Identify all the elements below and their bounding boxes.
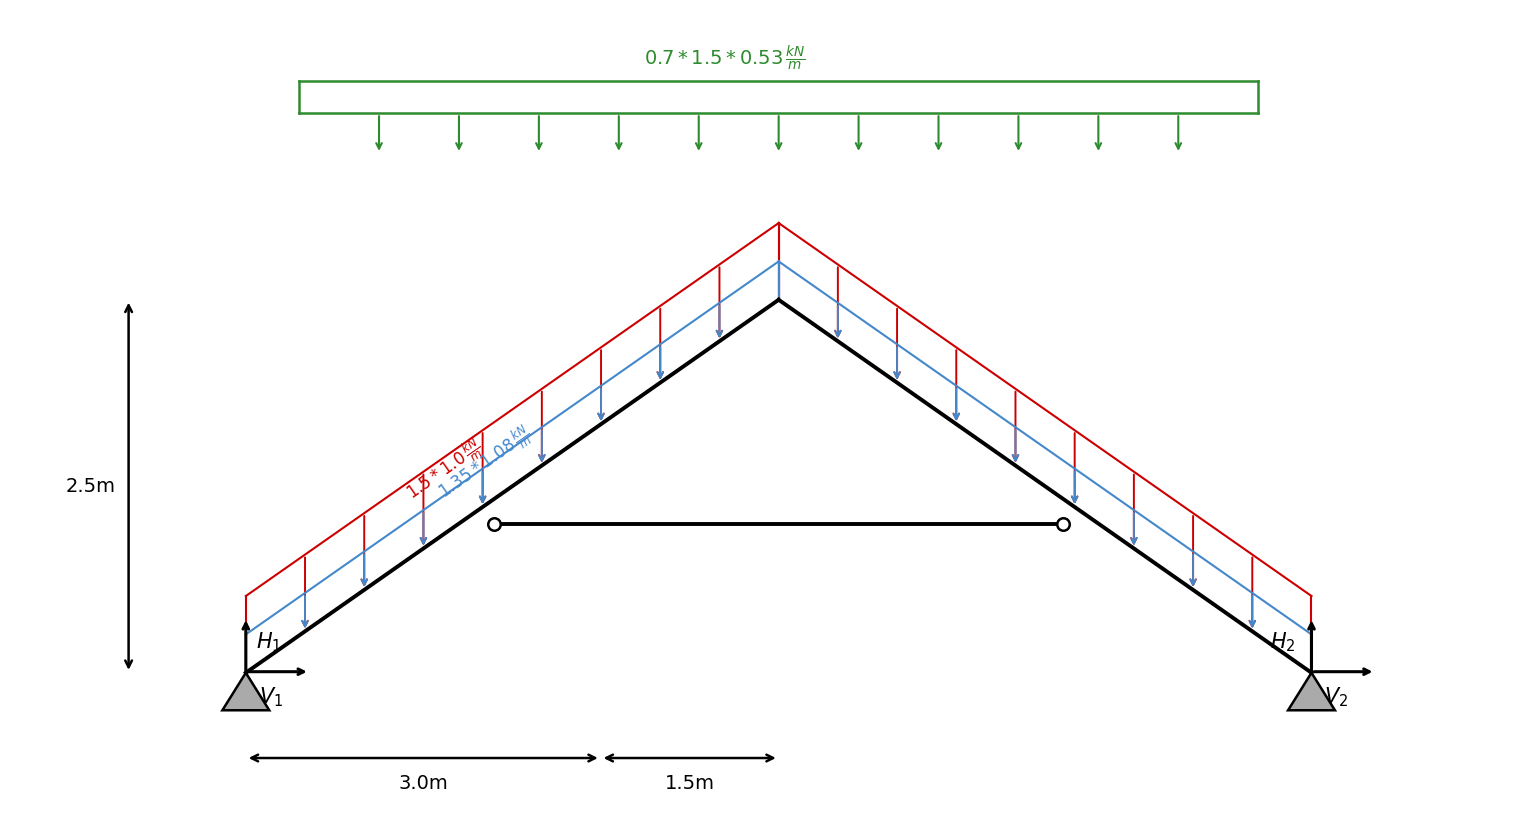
Text: $H_1$: $H_1$ — [257, 630, 283, 654]
Text: 2.5m: 2.5m — [66, 477, 115, 495]
Text: $1.35*1.08\,\frac{kN}{m}$: $1.35*1.08\,\frac{kN}{m}$ — [433, 420, 538, 505]
Polygon shape — [223, 673, 269, 711]
Polygon shape — [1289, 673, 1335, 711]
Text: $H_2$: $H_2$ — [1270, 630, 1295, 654]
Text: $1.5*1.0\,\frac{kN}{m}$: $1.5*1.0\,\frac{kN}{m}$ — [401, 434, 488, 506]
Text: $V_2$: $V_2$ — [1324, 686, 1349, 709]
Text: $V_1$: $V_1$ — [258, 686, 283, 709]
Text: $0.7*1.5*0.53\,\frac{kN}{m}$: $0.7*1.5*0.53\,\frac{kN}{m}$ — [645, 43, 806, 73]
Text: 3.0m: 3.0m — [398, 774, 449, 793]
Text: 1.5m: 1.5m — [665, 774, 714, 793]
